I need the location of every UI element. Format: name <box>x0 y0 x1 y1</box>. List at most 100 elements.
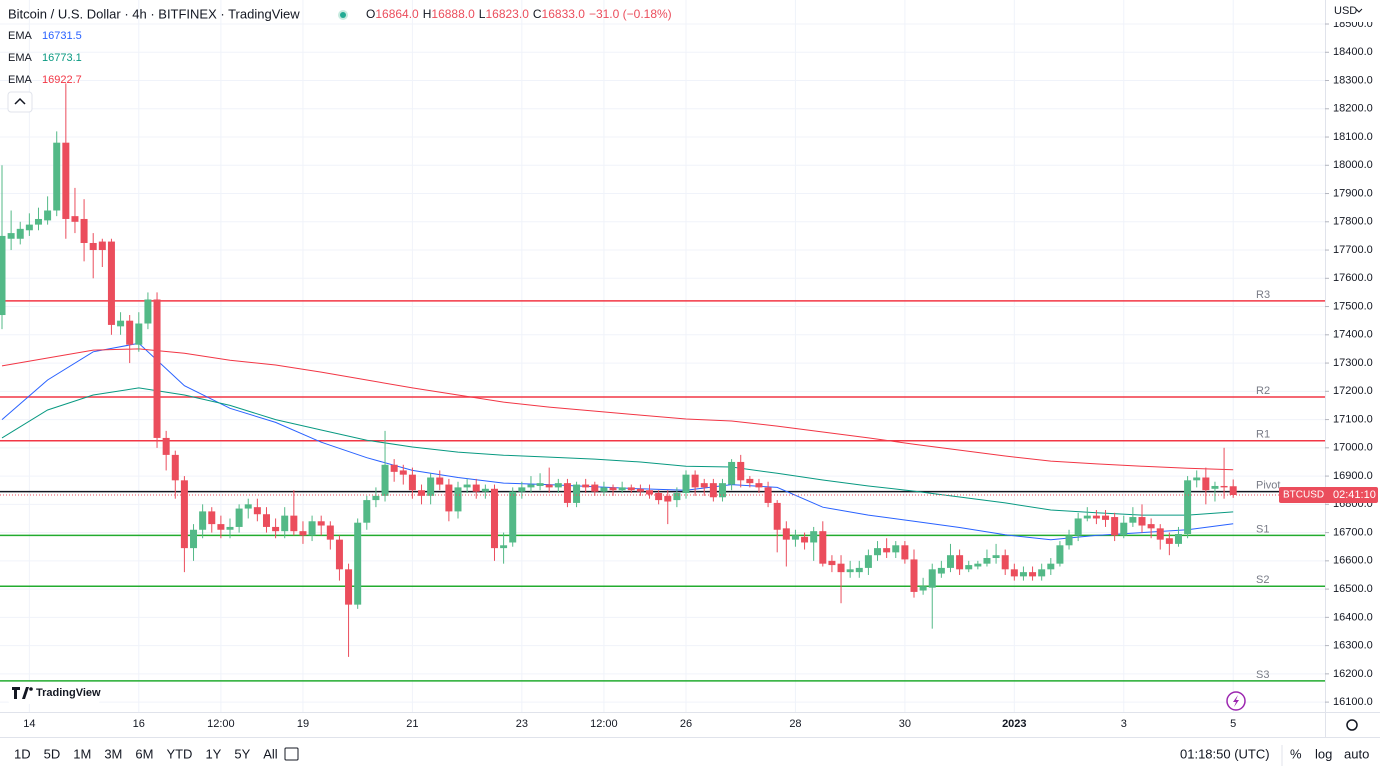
y-tick-label: 18200.0 <box>1333 103 1373 115</box>
ema-lines <box>1 342 1234 541</box>
scale-option[interactable]: log <box>1315 746 1332 761</box>
candle-body <box>472 484 480 492</box>
candle-body <box>609 487 617 491</box>
x-tick-label: 19 <box>297 718 309 730</box>
pivot-label: Pivot <box>1256 480 1280 492</box>
candle-body <box>372 495 380 501</box>
candle-body <box>782 528 790 540</box>
y-tick-label: 17000.0 <box>1333 442 1373 454</box>
candle-body <box>518 487 526 492</box>
candle-body <box>135 323 143 345</box>
x-tick-label: 12:00 <box>590 718 618 730</box>
candle-body <box>773 502 781 530</box>
pivot-label: S1 <box>1256 523 1269 535</box>
candle-body <box>1120 522 1128 536</box>
candle-body <box>454 487 462 512</box>
candle-body <box>709 483 717 498</box>
last-price-symbol: BTCUSD <box>1283 490 1324 501</box>
candle-body <box>62 142 70 219</box>
last-price-countdown: 02:41:10 <box>1333 489 1376 501</box>
watermark-logo <box>12 687 29 699</box>
y-tick-label: 16400.0 <box>1333 611 1373 623</box>
candle-body <box>107 241 115 325</box>
y-tick-label: 17200.0 <box>1333 385 1373 397</box>
candle-body <box>436 477 444 485</box>
grid <box>0 0 1325 712</box>
symbol-title: Bitcoin / U.S. Dollar · 4h · BITFINEX · … <box>8 6 300 21</box>
range-button[interactable]: 1M <box>73 746 91 761</box>
candle-body <box>44 210 52 221</box>
range-button[interactable]: YTD <box>166 746 192 761</box>
range-button[interactable]: 5D <box>44 746 61 761</box>
ema-name: EMA <box>8 30 33 42</box>
candle-body <box>737 461 745 481</box>
range-button[interactable]: 6M <box>135 746 153 761</box>
x-tick-label: 23 <box>516 718 528 730</box>
candle-body <box>974 563 982 567</box>
candle-body <box>1165 538 1173 544</box>
candle-body <box>262 514 270 527</box>
price-axis: 16100.0 16200.0 16300.0 16400.0 16500.0 16600… <box>1325 18 1373 708</box>
market-status-dot <box>340 12 346 18</box>
candle-body <box>946 555 954 568</box>
candle-body <box>828 560 836 566</box>
candle-body <box>345 569 353 605</box>
ohlc-value: 16833.0 <box>542 7 586 21</box>
range-button[interactable]: All <box>263 746 278 761</box>
x-tick-label: 5 <box>1230 718 1236 730</box>
candle-body <box>153 299 161 438</box>
date-range-icon[interactable] <box>284 747 299 761</box>
candle-body <box>1147 524 1155 529</box>
watermark: TradingView <box>36 687 101 699</box>
x-tick-label: 28 <box>789 718 801 730</box>
candle-body <box>290 515 298 532</box>
scale-option[interactable]: % <box>1290 746 1302 761</box>
candle-body <box>500 545 508 549</box>
events-bolt <box>1233 695 1239 707</box>
candle-body <box>308 521 316 536</box>
candle-body <box>846 569 854 573</box>
y-tick-label: 17300.0 <box>1333 357 1373 369</box>
axis-unit[interactable]: USD <box>1334 5 1357 17</box>
scale-option[interactable]: auto <box>1344 746 1369 761</box>
candle-body <box>326 525 334 540</box>
last-price-box <box>1279 487 1378 504</box>
candle-body <box>7 233 15 239</box>
ema-line <box>1 348 1234 471</box>
ohlc-values: O16864.0 H16888.0 L16823.0 C16833.0 −31.0 (−… <box>366 7 672 21</box>
y-tick-label: 16700.0 <box>1333 526 1373 538</box>
candle-body <box>1065 535 1073 546</box>
candle-body <box>1038 569 1046 577</box>
candle-body <box>1129 517 1137 523</box>
range-button[interactable]: 1Y <box>205 746 221 761</box>
range-button[interactable]: 1D <box>14 746 31 761</box>
candle-body <box>126 320 134 345</box>
candle-body <box>171 454 179 481</box>
y-tick-label: 17400.0 <box>1333 329 1373 341</box>
candle-body <box>919 586 927 591</box>
ohlc-value: 16888.0 <box>431 7 475 21</box>
candle-body <box>545 484 553 488</box>
candle-body <box>217 524 225 530</box>
y-tick-label: 17500.0 <box>1333 300 1373 312</box>
candle-body <box>655 493 663 501</box>
utc-clock[interactable]: 01:18:50 (UTC) <box>1180 746 1270 761</box>
candle-body <box>0 235 6 316</box>
candle-body <box>399 470 407 475</box>
candle-body <box>992 555 1000 559</box>
candle-body <box>1193 477 1201 481</box>
collapse-legend[interactable] <box>7 91 33 113</box>
y-tick-label: 17900.0 <box>1333 187 1373 199</box>
candle-body <box>363 500 371 523</box>
settings-icon[interactable] <box>1346 719 1358 731</box>
ohlc-label: L <box>479 7 486 21</box>
range-button[interactable]: 5Y <box>234 746 250 761</box>
ohlc-value: 16864.0 <box>375 7 419 21</box>
range-button[interactable]: 3M <box>104 746 122 761</box>
candle-body <box>910 559 918 592</box>
candle-body <box>1092 515 1100 519</box>
ema-value: 16773.1 <box>42 52 82 64</box>
candle-body <box>335 539 343 570</box>
ohlc-label: O <box>366 7 375 21</box>
y-tick-label: 18400.0 <box>1333 46 1373 58</box>
